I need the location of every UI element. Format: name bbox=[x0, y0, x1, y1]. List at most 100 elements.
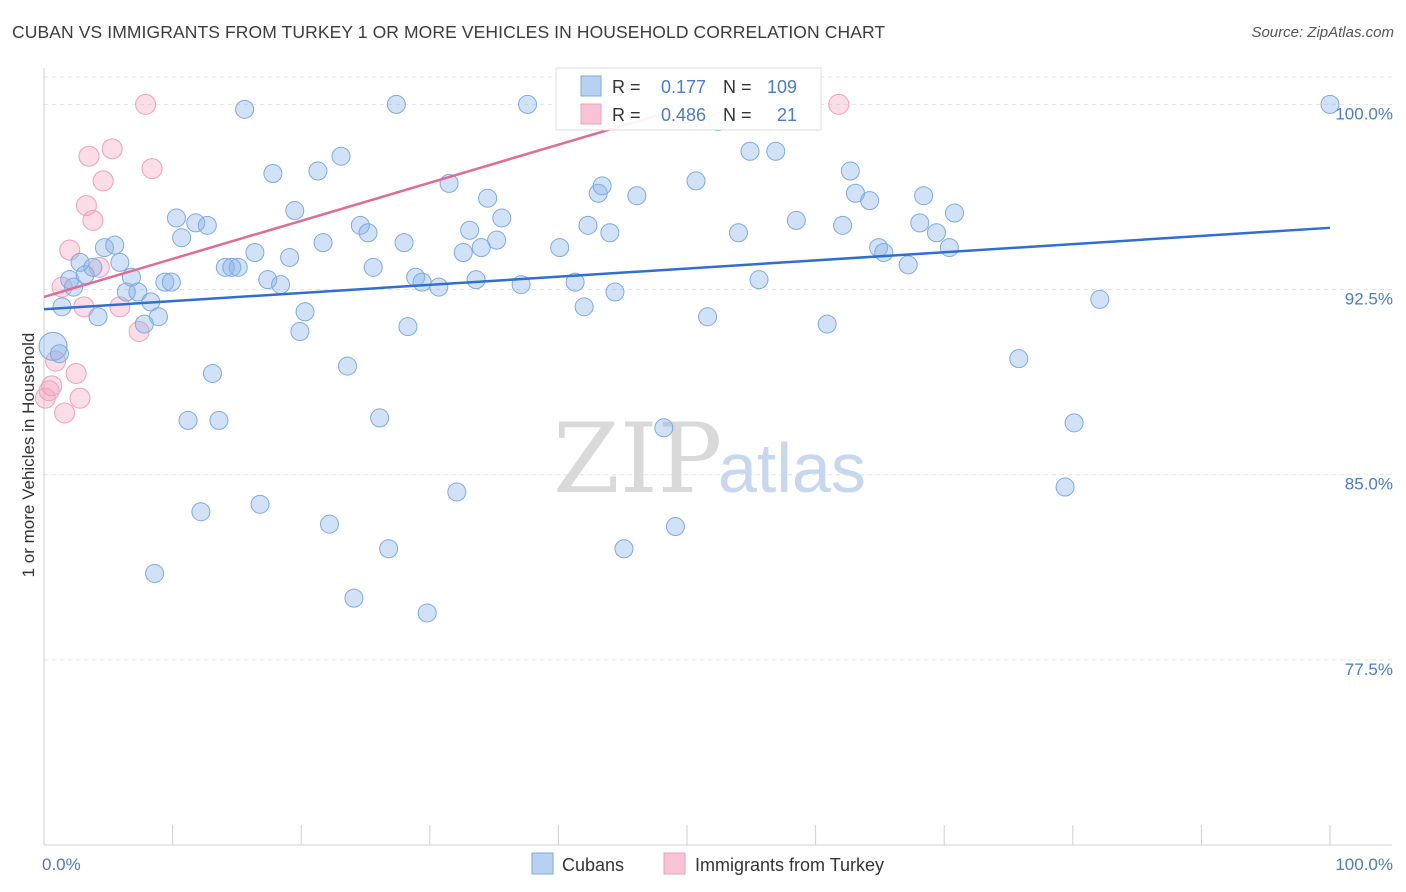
cuban-point bbox=[379, 539, 399, 559]
cuban-point bbox=[665, 517, 685, 537]
stat-n-label: N = bbox=[723, 77, 752, 97]
turkey-point bbox=[82, 209, 104, 231]
cuban-point bbox=[860, 191, 880, 211]
cuban-point bbox=[295, 302, 315, 322]
legend: Cubans Immigrants from Turkey bbox=[531, 852, 884, 875]
cuban-point bbox=[487, 230, 507, 250]
turkey-point bbox=[41, 375, 63, 397]
cuban-point bbox=[578, 215, 598, 235]
cuban-point bbox=[453, 243, 473, 262]
turkey-point bbox=[828, 93, 850, 115]
cuban-point bbox=[116, 282, 136, 302]
cuban-point bbox=[698, 307, 718, 327]
turkey-point bbox=[54, 402, 76, 424]
cuban-point bbox=[833, 215, 853, 235]
cubans-trend-line bbox=[43, 226, 1331, 311]
watermark-zip: ZIP bbox=[553, 403, 722, 515]
cuban-point bbox=[386, 94, 406, 114]
y-tick-label: 77.5% bbox=[1345, 660, 1393, 679]
cuban-point bbox=[209, 410, 229, 430]
turkey-point bbox=[92, 170, 114, 192]
turkey-trend-line bbox=[43, 113, 662, 299]
legend-swatch bbox=[531, 852, 554, 875]
turkey-point bbox=[141, 158, 163, 180]
turkey-point bbox=[101, 138, 123, 160]
y-tick-label: 92.5% bbox=[1345, 290, 1393, 309]
cuban-point bbox=[228, 257, 248, 277]
cuban-point bbox=[926, 223, 946, 243]
cuban-point bbox=[105, 235, 125, 255]
cuban-point bbox=[592, 176, 612, 196]
cuban-point bbox=[331, 146, 351, 166]
cuban-point bbox=[492, 208, 512, 228]
cuban-point bbox=[191, 502, 211, 522]
stats-swatch bbox=[580, 103, 602, 125]
cuban-point bbox=[600, 223, 620, 243]
cuban-point bbox=[478, 188, 498, 208]
cuban-point bbox=[471, 238, 491, 258]
cuban-point bbox=[874, 243, 894, 262]
cuban-point bbox=[290, 322, 310, 341]
cuban-point bbox=[429, 277, 449, 297]
cuban-point bbox=[627, 186, 647, 206]
cuban-point bbox=[466, 270, 486, 290]
tick-labels: 100.0% 92.5% 85.0% 77.5% 0.0% 100.0% bbox=[42, 104, 1393, 874]
cuban-point bbox=[817, 314, 837, 334]
cuban-point bbox=[518, 94, 538, 114]
cuban-point bbox=[1064, 413, 1084, 433]
cuban-point bbox=[350, 215, 370, 235]
watermark-atlas: atlas bbox=[718, 429, 866, 507]
cuban-point bbox=[280, 247, 300, 267]
cuban-point bbox=[166, 208, 186, 228]
stat-n-value: 109 bbox=[767, 77, 797, 97]
cuban-point bbox=[319, 514, 339, 534]
cuban-point bbox=[914, 186, 934, 206]
chart-title: CUBAN VS IMMIGRANTS FROM TURKEY 1 OR MOR… bbox=[12, 22, 886, 42]
x-tick-label: 100.0% bbox=[1335, 855, 1393, 874]
cuban-point bbox=[550, 238, 570, 258]
legend-label: Cubans bbox=[562, 855, 624, 875]
cuban-point bbox=[197, 215, 217, 235]
cuban-point bbox=[186, 213, 206, 233]
cuban-point bbox=[460, 220, 480, 240]
cuban-point bbox=[271, 275, 291, 295]
cuban-point bbox=[565, 272, 585, 292]
grid-lines bbox=[44, 76, 1392, 661]
stat-r-value: 0.177 bbox=[661, 77, 706, 97]
stat-n-value: 21 bbox=[777, 105, 797, 125]
cuban-point bbox=[1320, 94, 1340, 114]
stat-n-label: N = bbox=[723, 105, 752, 125]
legend-label: Immigrants from Turkey bbox=[695, 855, 884, 875]
cuban-point bbox=[447, 482, 467, 502]
trend-lines bbox=[43, 113, 1331, 311]
axes bbox=[43, 68, 1392, 846]
cuban-point bbox=[412, 272, 432, 292]
cuban-point bbox=[263, 164, 283, 183]
cuban-point bbox=[128, 282, 148, 302]
cuban-point bbox=[910, 213, 930, 233]
source-credit: Source: ZipAtlas.com bbox=[1251, 24, 1394, 41]
cuban-point bbox=[840, 161, 860, 181]
stats-swatch bbox=[580, 75, 602, 97]
y-tick-label: 85.0% bbox=[1345, 475, 1393, 494]
cuban-point bbox=[363, 257, 383, 277]
turkey-point bbox=[135, 93, 157, 115]
x-tick-label: 0.0% bbox=[42, 855, 81, 874]
stat-r-value: 0.486 bbox=[661, 105, 706, 125]
turkey-point bbox=[69, 387, 91, 409]
cuban-point bbox=[394, 233, 414, 253]
legend-swatch bbox=[663, 852, 686, 875]
cuban-point bbox=[398, 317, 418, 337]
cuban-point bbox=[766, 141, 786, 161]
cuban-point bbox=[1009, 349, 1029, 369]
stat-r-label: R = bbox=[612, 77, 641, 97]
cuban-point bbox=[148, 307, 168, 327]
cuban-point bbox=[654, 418, 674, 438]
cuban-point bbox=[70, 252, 90, 272]
cuban-point bbox=[235, 99, 255, 119]
stat-r-label: R = bbox=[612, 105, 641, 125]
cuban-point bbox=[944, 203, 964, 223]
cuban-point bbox=[740, 141, 760, 161]
cuban-point bbox=[49, 344, 69, 364]
